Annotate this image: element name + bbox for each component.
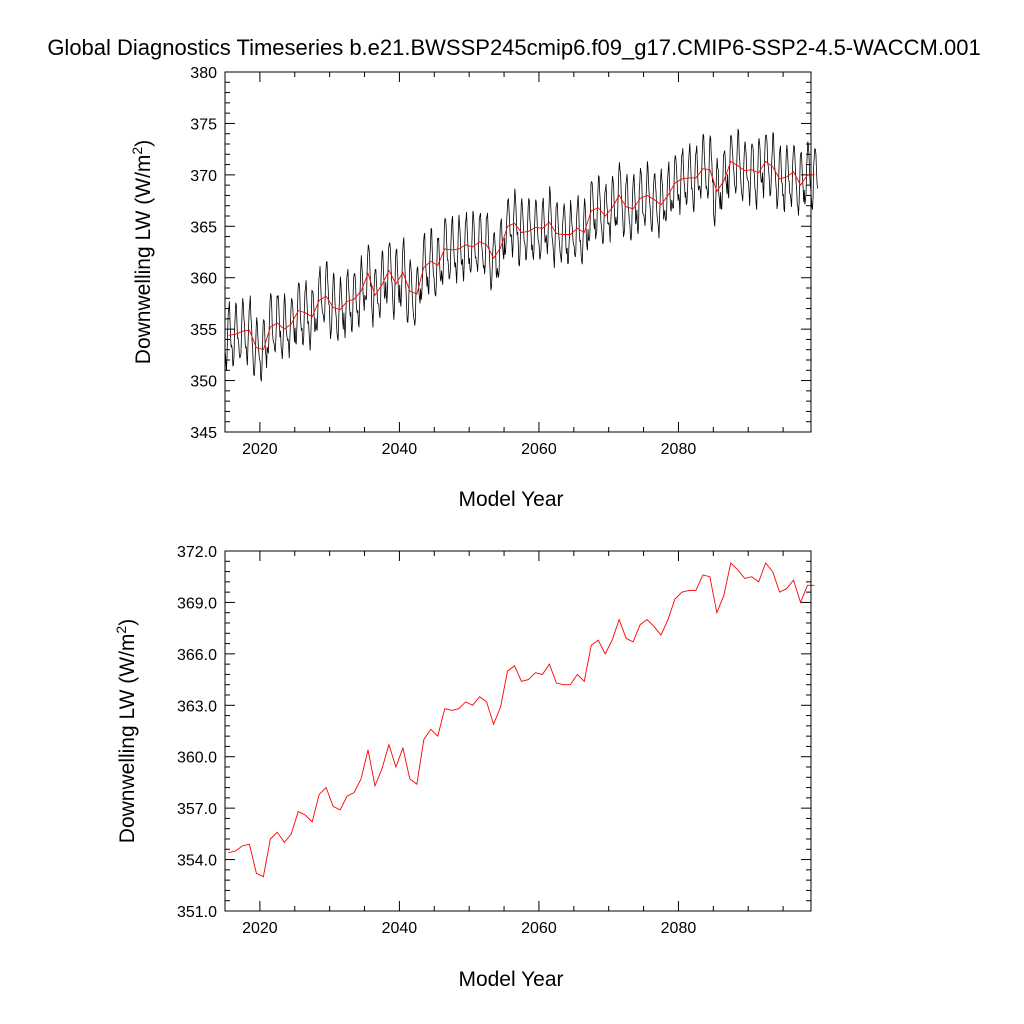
top-annual-series-line: [228, 160, 815, 351]
top-y-tick-label: 375: [190, 116, 217, 133]
top-y-tick-label: 350: [190, 374, 217, 391]
top-y-tick-label: 355: [190, 322, 217, 339]
top-tick-labels: 2020 2040 2060 2080 345 350 355 360 365 370 375 380: [190, 65, 696, 458]
top-y-tick-label: 345: [190, 425, 217, 442]
top-y-tick-label: 370: [190, 168, 217, 185]
bottom-tick-labels: 2020 2040 2060 2080 351.0 354.0 357.0 360.0 363.…: [177, 544, 696, 937]
bottom-x-axis-label: Model Year: [458, 968, 563, 991]
bottom-y-axis-label-text: Downwelling LW (W/m: [116, 634, 139, 844]
top-panel: 2020 2040 2060 2080 345 350 355 360 365 370 375 380…: [129, 65, 819, 511]
top-x-tick-label: 2080: [661, 441, 697, 458]
top-y-tick-label: 365: [190, 219, 217, 236]
bottom-y-tick-label: 360.0: [177, 750, 217, 767]
bottom-x-tick-label: 2060: [521, 920, 557, 937]
top-y-tick-label: 380: [190, 65, 217, 82]
top-y-axis-label: Downwelling LW (W/m2): [129, 140, 155, 364]
top-x-tick-label: 2060: [521, 441, 557, 458]
bottom-y-axis-label-sup: 2: [113, 626, 129, 634]
bottom-x-tick-label: 2040: [382, 920, 418, 937]
figure-title: Global Diagnostics Timeseries b.e21.BWSS…: [47, 35, 980, 60]
bottom-ticks: [224, 550, 811, 912]
top-x-tick-label: 2040: [382, 441, 418, 458]
bottom-y-tick-label: 369.0: [177, 595, 217, 612]
bottom-annual-series-line: [228, 562, 815, 878]
top-ticks: [224, 71, 811, 433]
top-y-axis-label-sup: 2: [129, 147, 145, 155]
top-y-axis-label-end: ): [132, 140, 155, 147]
bottom-plot-frame: [224, 550, 812, 912]
bottom-x-tick-label: 2020: [242, 920, 278, 937]
bottom-y-tick-label: 354.0: [177, 853, 217, 870]
bottom-y-tick-label: 357.0: [177, 801, 217, 818]
bottom-x-tick-label: 2080: [661, 920, 697, 937]
top-y-tick-label: 360: [190, 271, 217, 288]
bottom-y-axis-label: Downwelling LW (W/m2): [113, 619, 139, 843]
top-monthly-series-line: [224, 128, 819, 382]
bottom-y-tick-label: 351.0: [177, 904, 217, 921]
bottom-y-axis-label-end: ): [116, 619, 139, 626]
top-plot-frame: [224, 71, 812, 433]
top-x-axis-label: Model Year: [458, 488, 563, 511]
bottom-y-tick-label: 366.0: [177, 647, 217, 664]
top-x-tick-label: 2020: [242, 441, 278, 458]
bottom-panel: 2020 2040 2060 2080 351.0 354.0 357.0 360.0 363.…: [113, 544, 815, 991]
bottom-y-tick-label: 372.0: [177, 544, 217, 561]
bottom-y-tick-label: 363.0: [177, 698, 217, 715]
top-y-axis-label-text: Downwelling LW (W/m: [132, 155, 155, 365]
